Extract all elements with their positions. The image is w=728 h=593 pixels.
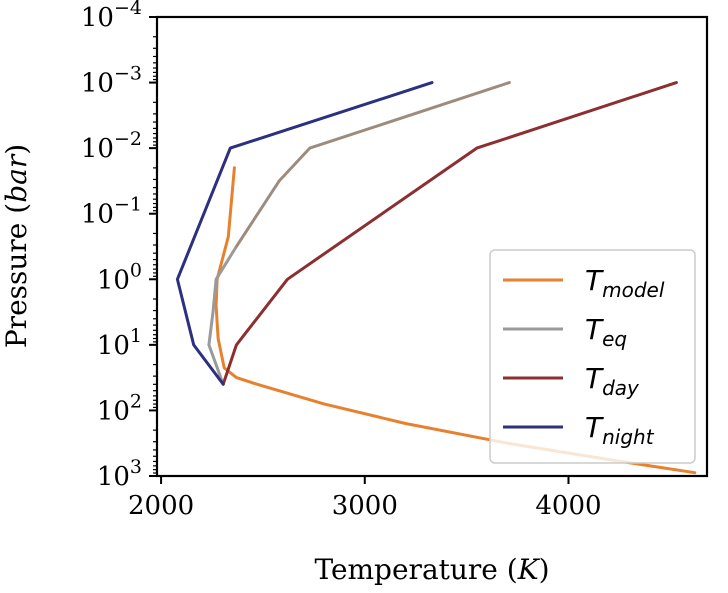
legend-box (489, 249, 696, 464)
y-tick-label-exponent: −2 (114, 128, 142, 150)
y-tick-label-exponent: −3 (114, 63, 142, 85)
y-tick-label-base: 10 (97, 462, 130, 492)
series-line-t-day (221, 81, 678, 386)
x-axis-label-suffix: ) (539, 553, 550, 586)
y-tick-label-base: 10 (97, 265, 130, 295)
y-tick-label-base: 10 (81, 134, 114, 164)
legend-label-t-model: Tmodel (585, 264, 665, 302)
plot-frame (155, 15, 709, 478)
legend-label-t-day: Tday (585, 362, 640, 400)
legend-label-sub: day (602, 376, 640, 400)
x-tick-label-2000: 2000 (128, 491, 194, 521)
legend-label-main: T (585, 411, 604, 444)
y-tick-label--3: 10−3 (81, 63, 142, 99)
legend-label-sub: eq (602, 327, 627, 351)
y-tick-label-0: 100 (97, 259, 142, 295)
y-tick-label-exponent: 1 (130, 325, 142, 347)
legend-label-main: T (585, 362, 604, 395)
legend-label-t-eq: Teq (585, 313, 627, 351)
y-axis-label-unit: bar (0, 153, 33, 203)
series-line-t-eq-upper (235, 81, 511, 248)
y-tick-label-1: 101 (97, 325, 142, 361)
y-tick-label-base: 10 (97, 396, 130, 426)
y-tick-label-2: 102 (97, 390, 142, 426)
x-axis-label-prefix: Temperature ( (314, 553, 517, 586)
y-tick-label-3: 103 (97, 456, 142, 492)
y-tick-label-base: 10 (81, 200, 114, 230)
y-tick-label--2: 10−2 (81, 128, 142, 164)
x-tick-labels: 2000 3000 4000 (128, 491, 602, 521)
y-axis-label: Pressure (bar) (0, 144, 33, 348)
y-tick-label--4: 10−4 (81, 0, 142, 33)
series-line-t-night (175, 81, 434, 386)
minor-ticks (153, 36, 157, 474)
legend-label-sub: night (602, 425, 655, 449)
x-axis-label-unit: K (517, 553, 541, 586)
y-tick-label-exponent: 0 (130, 259, 142, 281)
x-axis-label: Temperature (K) (314, 553, 549, 586)
legend-label-main: T (585, 313, 604, 346)
y-tick-label--1: 10−1 (81, 194, 142, 230)
x-tick-label-4000: 4000 (535, 491, 601, 521)
y-tick-label-base: 10 (81, 3, 114, 33)
legend-label-t-night: Tnight (585, 411, 655, 449)
y-tick-label-exponent: −1 (114, 194, 142, 216)
x-tick-label-3000: 3000 (332, 491, 398, 521)
y-tick-label-exponent: 3 (130, 456, 142, 478)
y-axis-label-prefix: Pressure ( (0, 203, 33, 348)
legend-label-sub: model (602, 278, 665, 302)
y-tick-label-exponent: 2 (130, 390, 142, 412)
major-ticks (149, 16, 570, 484)
y-tick-label-exponent: −4 (114, 0, 142, 19)
y-axis-label-suffix: ) (0, 144, 33, 155)
y-tick-label-base: 10 (81, 69, 114, 99)
legend-label-main: T (585, 264, 604, 297)
series-line-t-eq (207, 81, 511, 386)
y-tick-label-base: 10 (97, 331, 130, 361)
